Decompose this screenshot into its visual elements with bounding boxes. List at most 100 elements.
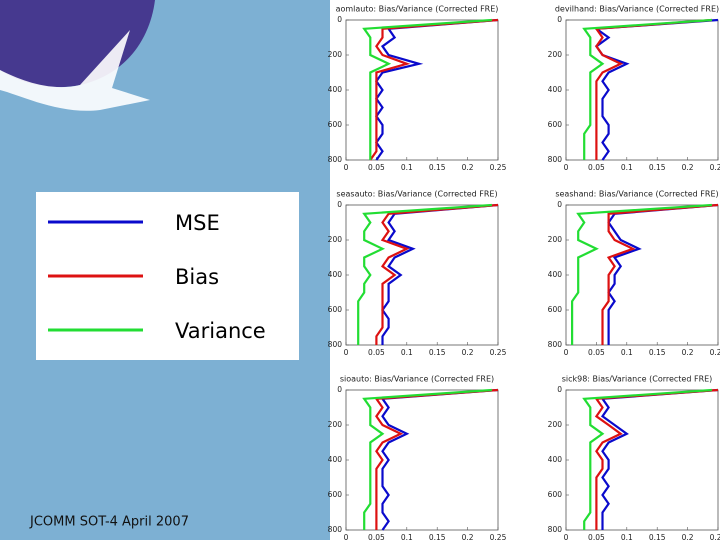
- profile-line: [601, 203, 719, 345]
- x-tick-label: 0.15: [429, 163, 446, 172]
- x-tick-label: 0.1: [401, 533, 413, 540]
- profile-line: [369, 18, 499, 161]
- chart-title: seasauto: Bias/Variance (Corrected FRE): [336, 190, 497, 199]
- y-tick-label: 0: [557, 385, 562, 394]
- plot-area: [345, 389, 499, 531]
- x-tick-label: 0.2: [682, 163, 694, 172]
- y-tick-label: 800: [328, 340, 343, 349]
- x-tick-label: 0.15: [649, 533, 666, 540]
- legend-label: Variance: [175, 319, 266, 343]
- x-tick-label: 0.1: [401, 163, 413, 172]
- x-tick-label: 0.1: [621, 163, 633, 172]
- x-tick-label: 0.2: [462, 348, 474, 357]
- profile-line: [357, 203, 492, 345]
- chart-title: sioauto: Bias/Variance (Corrected FRE): [340, 375, 494, 384]
- x-tick-label: 0.05: [588, 533, 605, 540]
- y-tick-label: 200: [548, 50, 563, 59]
- x-tick-label: 0.2: [682, 348, 694, 357]
- y-tick-label: 0: [337, 15, 342, 24]
- x-tick-label: 0.15: [649, 348, 666, 357]
- y-tick-label: 800: [548, 155, 563, 164]
- profile-line: [362, 18, 492, 160]
- y-tick-label: 200: [328, 420, 343, 429]
- y-tick-label: 200: [548, 235, 563, 244]
- x-tick-label: 0.2: [462, 533, 474, 540]
- chart-title: devilhand: Bias/Variance (Corrected FRE): [555, 5, 719, 14]
- profile-line: [374, 388, 499, 530]
- profile-line: [570, 203, 712, 345]
- y-tick-label: 800: [548, 340, 563, 349]
- x-tick-label: 0.15: [429, 348, 446, 357]
- profile-line: [375, 18, 499, 161]
- footer: JCOMM SOT-4 April 2007: [29, 515, 189, 530]
- y-tick-label: 600: [328, 120, 343, 129]
- profile-line: [380, 388, 499, 531]
- y-tick-label: 0: [337, 385, 342, 394]
- y-tick-label: 600: [328, 490, 343, 499]
- chart-title: sick98: Bias/Variance (Corrected FRE): [562, 375, 713, 384]
- x-tick-label: 0: [344, 348, 349, 357]
- profile-line: [607, 203, 719, 345]
- x-tick-label: 0: [564, 163, 569, 172]
- x-tick-label: 0.15: [429, 533, 446, 540]
- x-tick-label: 0.25: [710, 533, 720, 540]
- x-tick-label: 0: [564, 348, 569, 357]
- y-tick-label: 0: [557, 15, 562, 24]
- x-tick-label: 0.05: [368, 163, 385, 172]
- x-tick-label: 0: [344, 533, 349, 540]
- profile-line: [593, 18, 719, 161]
- y-tick-label: 400: [548, 270, 563, 279]
- y-tick-label: 400: [328, 85, 343, 94]
- x-tick-label: 0.05: [588, 348, 605, 357]
- logo-wave: [0, 30, 150, 111]
- x-tick-label: 0.2: [682, 533, 694, 540]
- profile-line: [594, 388, 719, 530]
- y-tick-label: 800: [548, 525, 563, 534]
- profile-line: [582, 18, 712, 160]
- x-tick-label: 0.25: [710, 348, 720, 357]
- profile-line: [375, 203, 499, 345]
- x-tick-label: 0.05: [588, 163, 605, 172]
- y-tick-label: 800: [328, 155, 343, 164]
- y-tick-label: 400: [328, 270, 343, 279]
- x-tick-label: 0: [564, 533, 569, 540]
- plot-area: [345, 19, 499, 161]
- x-tick-label: 0.25: [490, 348, 507, 357]
- profile-line: [582, 388, 712, 530]
- y-tick-label: 400: [548, 85, 563, 94]
- x-tick-label: 0.1: [621, 533, 633, 540]
- x-tick-label: 0: [344, 163, 349, 172]
- legend-label: Bias: [175, 265, 219, 289]
- y-tick-label: 200: [548, 420, 563, 429]
- x-tick-label: 0.25: [490, 163, 507, 172]
- y-tick-label: 600: [548, 120, 563, 129]
- x-tick-label: 0.15: [649, 163, 666, 172]
- chart-title: seashand: Bias/Variance (Corrected FRE): [555, 190, 718, 199]
- x-tick-label: 0.25: [710, 163, 720, 172]
- profile-line: [600, 388, 719, 530]
- x-tick-label: 0.2: [462, 163, 474, 172]
- profile-line: [381, 203, 499, 345]
- y-tick-label: 0: [337, 200, 342, 209]
- x-tick-label: 0.05: [368, 533, 385, 540]
- chart-title: aomlauto: Bias/Variance (Corrected FRE): [336, 5, 499, 14]
- y-tick-label: 400: [328, 455, 343, 464]
- legend-label: MSE: [175, 211, 220, 235]
- y-tick-label: 600: [548, 305, 563, 314]
- plot-area: [565, 19, 719, 161]
- y-tick-label: 200: [328, 235, 343, 244]
- y-tick-label: 400: [548, 455, 563, 464]
- profile-line: [594, 18, 712, 160]
- plot-area: [565, 389, 719, 531]
- y-tick-label: 800: [328, 525, 343, 534]
- profile-line: [362, 388, 492, 530]
- x-tick-label: 0.05: [368, 348, 385, 357]
- y-tick-label: 600: [328, 305, 343, 314]
- y-tick-label: 0: [557, 200, 562, 209]
- x-tick-label: 0.1: [621, 348, 633, 357]
- y-tick-label: 600: [548, 490, 563, 499]
- y-tick-label: 200: [328, 50, 343, 59]
- plot-area: [565, 204, 719, 346]
